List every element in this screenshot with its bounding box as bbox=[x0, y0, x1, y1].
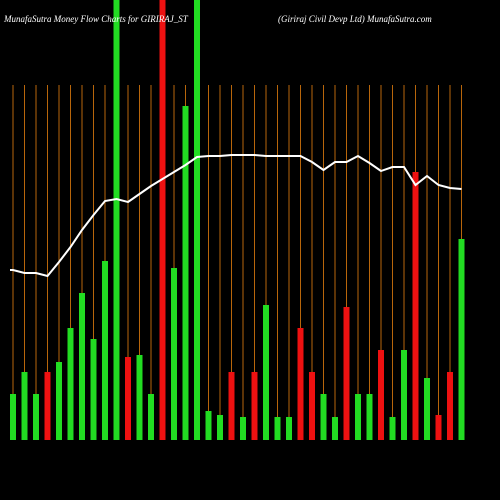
bar bbox=[424, 378, 430, 440]
chart-title: MunafaSutra Money Flow Charts for GIRIRA… bbox=[3, 14, 189, 24]
bar bbox=[182, 106, 189, 440]
bar bbox=[125, 357, 131, 440]
bar bbox=[412, 172, 419, 440]
bar bbox=[263, 305, 269, 440]
bar bbox=[320, 394, 327, 440]
bar bbox=[274, 417, 281, 440]
bar bbox=[67, 328, 74, 440]
bar bbox=[171, 268, 177, 440]
bar bbox=[102, 261, 108, 440]
bar bbox=[240, 417, 246, 440]
bar bbox=[309, 372, 315, 440]
bar bbox=[10, 394, 16, 440]
bar bbox=[251, 372, 258, 440]
bar bbox=[217, 415, 223, 440]
bars bbox=[10, 0, 465, 440]
money-flow-line bbox=[10, 154, 462, 278]
bar bbox=[56, 362, 62, 440]
bar bbox=[194, 0, 200, 440]
line-layer bbox=[10, 154, 462, 278]
bar bbox=[447, 372, 453, 440]
bar bbox=[332, 417, 338, 440]
bar bbox=[366, 394, 373, 440]
bar bbox=[378, 350, 384, 440]
bar bbox=[44, 372, 51, 440]
bar bbox=[343, 307, 350, 440]
chart-subtitle: (Giriraj Civil Devp Ltd) MunafaSutra.com bbox=[278, 14, 432, 24]
bar bbox=[435, 415, 442, 440]
bar bbox=[286, 417, 292, 440]
bar bbox=[21, 372, 28, 440]
bar bbox=[148, 394, 154, 440]
bar bbox=[401, 350, 407, 440]
bar bbox=[458, 239, 465, 440]
bar bbox=[113, 0, 120, 440]
bar bbox=[33, 394, 39, 440]
bar bbox=[355, 394, 361, 440]
bar bbox=[205, 411, 212, 440]
bar bbox=[79, 293, 85, 440]
bar bbox=[228, 372, 235, 440]
bar bbox=[159, 0, 166, 440]
bar bbox=[389, 417, 396, 440]
bar bbox=[90, 339, 97, 440]
bar bbox=[136, 355, 143, 440]
bar bbox=[297, 328, 304, 440]
